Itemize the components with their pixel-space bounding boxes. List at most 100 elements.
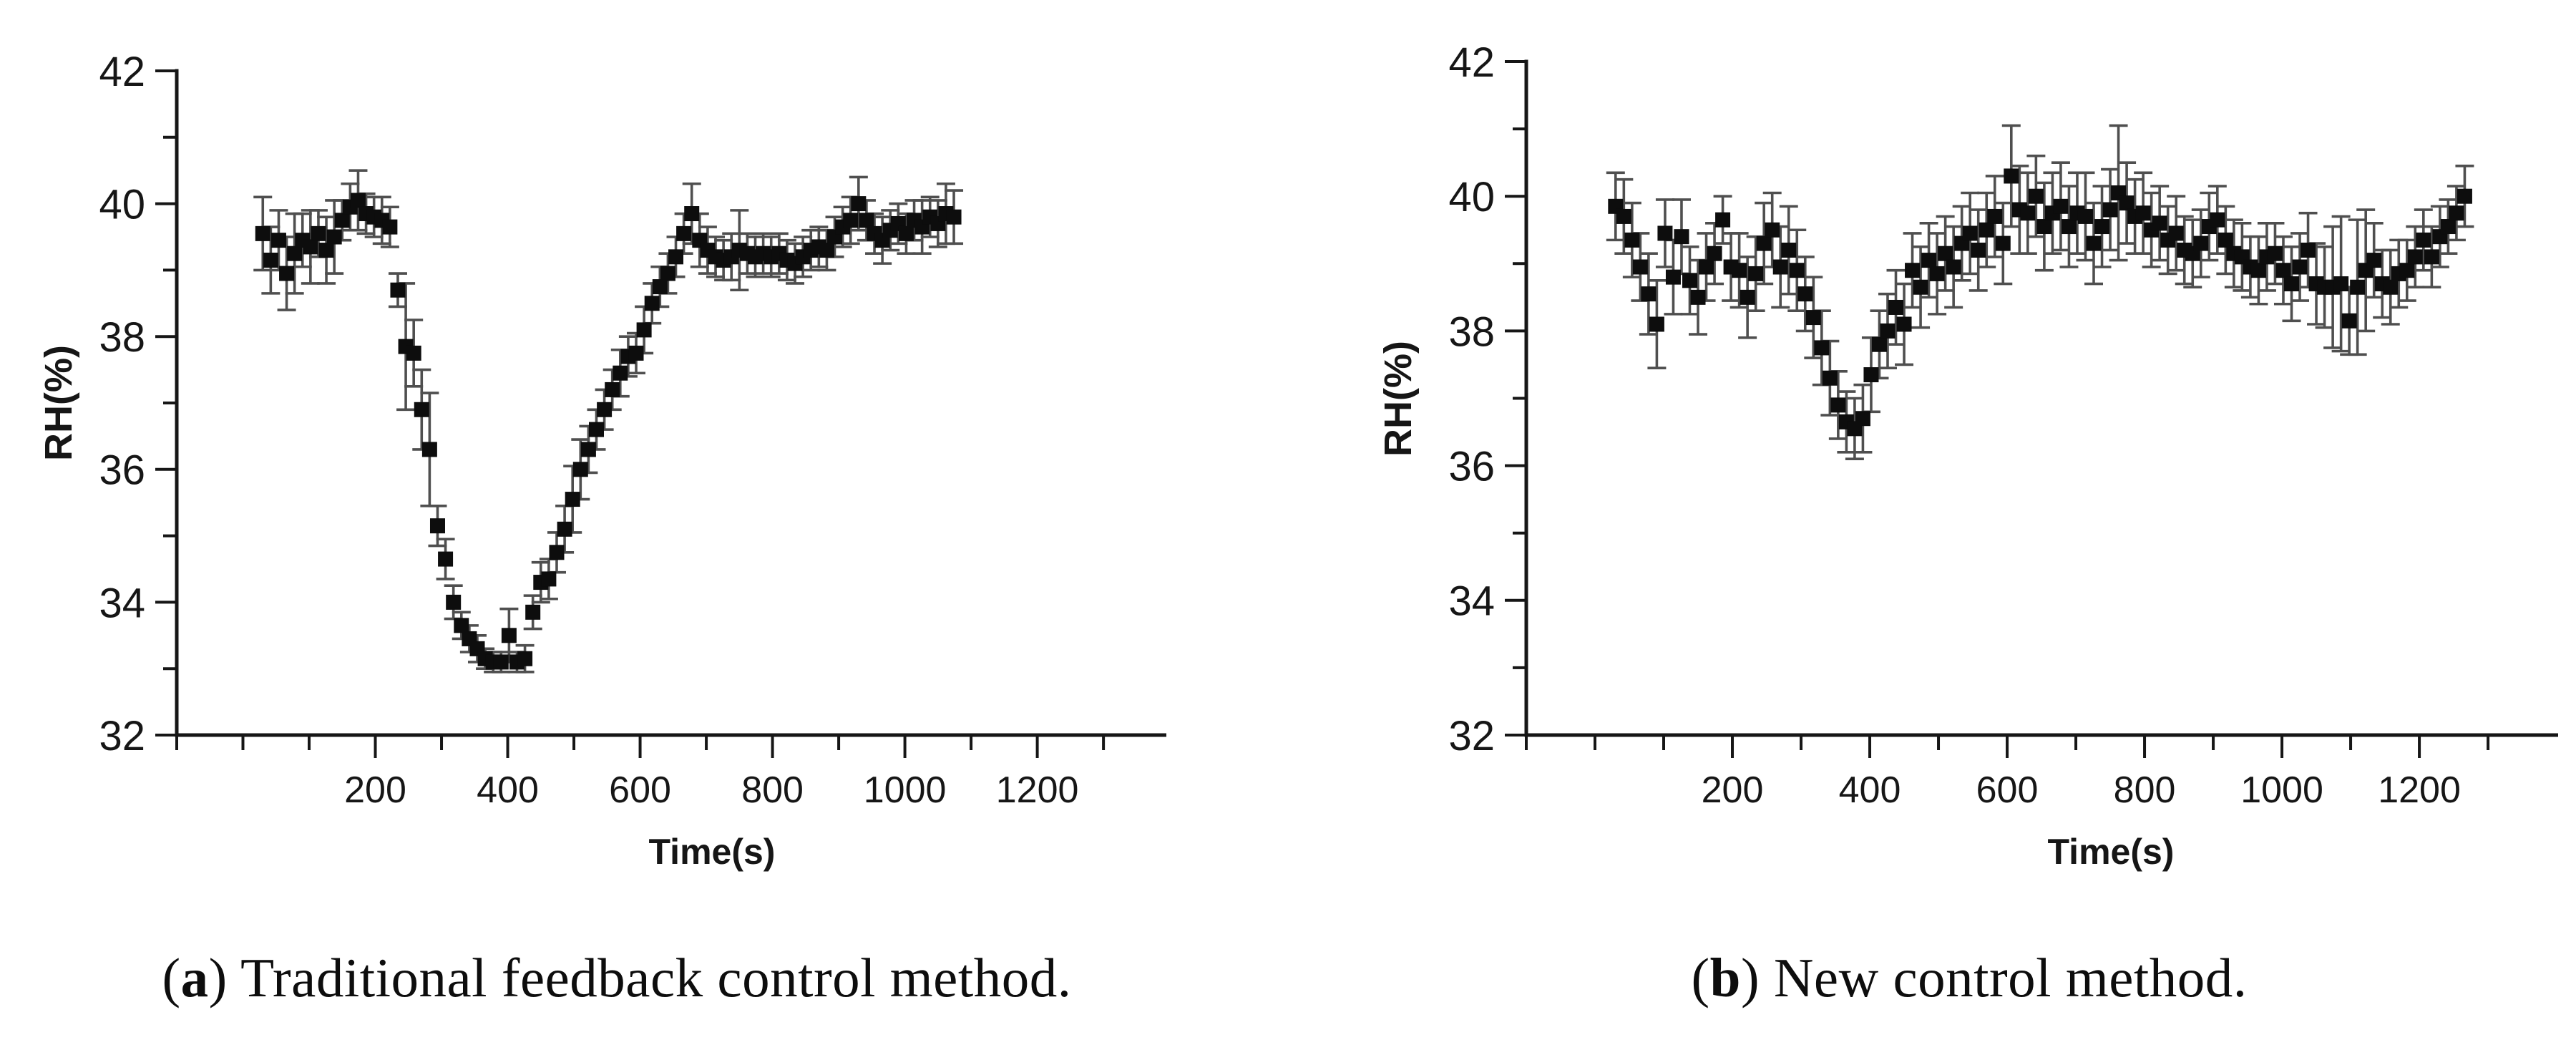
data-point-square (636, 322, 652, 338)
x-tick-label: 1200 (2378, 769, 2461, 811)
data-point-square (1938, 246, 1953, 261)
data-point-square (613, 365, 628, 381)
data-point-square (2350, 279, 2366, 295)
data-point-square (549, 545, 565, 560)
data-point-square (1690, 289, 1706, 305)
data-point-square (1789, 263, 1805, 278)
data-point-square (1921, 253, 1937, 268)
data-point-square (572, 462, 588, 477)
data-point-square (2407, 249, 2423, 265)
data-point-square (589, 422, 605, 437)
x-tick-label: 600 (609, 769, 671, 811)
caption-b-paren-open: ( (1691, 947, 1710, 1008)
data-point-square (438, 551, 454, 567)
y-tick-label: 32 (1448, 713, 1495, 759)
data-point-square (1699, 259, 1714, 275)
data-point-square (501, 628, 517, 643)
data-point-square (318, 243, 334, 258)
caption-b-text: ) New control method. (1740, 947, 2248, 1008)
data-point-square (1995, 235, 2011, 251)
data-point-square (2077, 208, 2093, 224)
caption-a-letter: a (180, 947, 209, 1008)
data-point-square (326, 229, 342, 245)
data-point-square (644, 296, 660, 311)
data-point-square (1641, 286, 1657, 302)
x-tick-label: 800 (741, 769, 804, 811)
data-point-square (2210, 212, 2225, 228)
data-point-square (1888, 299, 1904, 315)
data-point-square (2333, 276, 2349, 292)
data-point-square (2094, 219, 2110, 235)
data-point-square (414, 402, 429, 417)
data-point-square (859, 213, 874, 228)
data-point-square (2424, 249, 2439, 265)
data-point-square (819, 243, 834, 258)
x-tick-label: 200 (344, 769, 406, 811)
data-point-square (1814, 340, 1830, 356)
data-point-square (684, 206, 700, 222)
data-point-square (2449, 205, 2464, 221)
data-point-square (517, 651, 533, 666)
data-point-square (493, 654, 509, 670)
data-point-square (2267, 246, 2283, 261)
y-tick-label: 38 (1448, 308, 1495, 355)
data-point-square (1946, 259, 1961, 275)
data-point-square (652, 279, 668, 295)
data-point-square (1855, 411, 1870, 427)
data-point-square (382, 219, 398, 235)
data-point-square (2152, 215, 2167, 231)
data-point-square (406, 345, 421, 361)
caption-b-letter: b (1709, 947, 1741, 1008)
data-point-square (676, 225, 692, 241)
data-point-square (525, 604, 541, 620)
data-point-square (2275, 263, 2291, 278)
data-point-square (2193, 235, 2209, 251)
data-point-square (565, 492, 580, 507)
caption-a-text: ) Traditional feedback control method. (208, 947, 1072, 1008)
data-point-square (2004, 168, 2019, 184)
y-tick-label: 34 (99, 580, 145, 626)
data-point-square (1896, 316, 1912, 332)
data-point-square (350, 193, 366, 208)
data-point-square (597, 402, 613, 417)
data-point-square (1979, 222, 1994, 238)
data-point-square (1765, 222, 1780, 238)
data-point-square (1830, 397, 1846, 413)
data-point-square (334, 213, 350, 228)
chart-b-rh-vs-time-new: 42 40 38 36 34 32 200 400 600 800 1000 1200 Time(s) R… (1377, 39, 2558, 872)
data-point-square (1657, 225, 1673, 241)
x-tick-label: 1000 (2240, 769, 2323, 811)
data-point-square (1748, 266, 1764, 281)
data-point-square (898, 225, 914, 241)
y-axis-title: RH(%) (37, 345, 80, 461)
data-point-square (1871, 336, 1887, 352)
data-point-square (2028, 188, 2044, 204)
data-point-square (1805, 310, 1821, 326)
data-point-square (2053, 198, 2069, 214)
x-axis-title: Time(s) (649, 832, 776, 872)
data-point-square (1772, 259, 1788, 275)
data-point-square (628, 345, 644, 361)
x-tick-label: 400 (477, 769, 539, 811)
data-point-square (1715, 212, 1731, 228)
data-point-square (2036, 219, 2052, 235)
data-point-square (1674, 229, 1689, 245)
data-point-square (1905, 263, 1921, 278)
data-point-square (303, 239, 318, 255)
y-tick-label: 34 (1448, 578, 1495, 625)
caption-panel-b: (b) New control method. (1691, 946, 2247, 1010)
data-point-square (2457, 188, 2472, 204)
data-point-square (1624, 232, 1640, 248)
data-point-square (1756, 235, 1772, 251)
data-point-square (668, 249, 684, 265)
data-point-square (454, 618, 469, 633)
data-point-square (1732, 263, 1747, 278)
data-point-square (2061, 219, 2077, 235)
data-point-square (1740, 289, 1755, 305)
data-point-square (1913, 279, 1928, 295)
y-tick-label: 38 (99, 314, 145, 361)
data-point-square (2341, 313, 2357, 329)
data-point-square (1797, 286, 1813, 302)
data-point-square (1707, 246, 1722, 261)
